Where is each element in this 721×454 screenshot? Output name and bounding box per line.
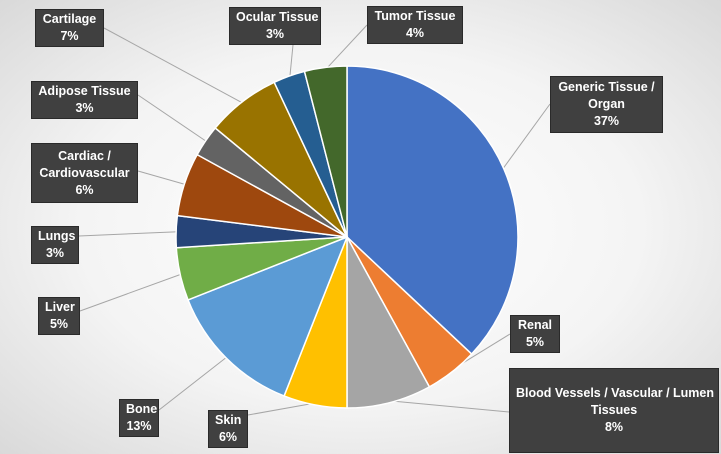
leader-line-skin (247, 402, 316, 416)
data-label-category: Tissues (590, 403, 638, 417)
leader-line-generic-tissue-organ (501, 103, 551, 171)
leader-line-bone (158, 356, 228, 411)
pie-slice-bone (187, 235, 349, 397)
data-label-percent: 4% (405, 26, 425, 40)
data-label-category: Adipose Tissue (38, 84, 131, 98)
data-label-category: Organ (588, 97, 625, 111)
data-label-category: Cartilage (42, 12, 97, 26)
leader-line-liver (79, 273, 183, 312)
data-label-skin: Skin 6% (208, 410, 248, 448)
data-label-generic-tissue-organ: Generic Tissue / Organ 37% (550, 76, 663, 133)
data-label-percent: 6% (218, 430, 238, 444)
data-label-percent: 3% (75, 101, 94, 115)
data-label-lungs: Lungs 3% (31, 226, 79, 264)
leader-line-lungs (78, 231, 179, 237)
data-label-adipose-tissue: Adipose Tissue 3% (31, 81, 138, 119)
data-label-category: Renal (517, 318, 553, 332)
data-label-category: Blood Vessels / Vascular / Lumen (516, 386, 714, 400)
data-label-renal: Renal 5% (510, 315, 560, 353)
pie-slices (175, 65, 519, 409)
leader-line-cardiac-cardiovascular (137, 170, 187, 186)
data-label-category: Cardiovascular (39, 165, 130, 180)
data-label-category: Liver (45, 300, 75, 314)
data-label-percent: 3% (45, 246, 65, 260)
leader-line-adipose-tissue (137, 94, 208, 143)
leader-line-ocular-tissue (289, 44, 294, 79)
data-label-percent: 8% (604, 420, 624, 434)
data-label-percent: 13% (126, 419, 152, 433)
leader-line-cartilage (103, 27, 244, 104)
data-label-category: Generic Tissue / (558, 80, 655, 94)
data-label-liver: Liver 5% (38, 297, 80, 335)
data-label-percent: 3% (265, 27, 285, 41)
data-label-category: Tumor Tissue (374, 9, 456, 23)
data-label-percent: 5% (525, 335, 545, 349)
leader-line-tumor-tissue (325, 24, 368, 70)
data-label-cardiac-cardiovascular: Cardiac / Cardiovascular 6% (31, 143, 138, 203)
data-label-category: Ocular Tissue (236, 10, 319, 24)
leader-line-blood-vessels-vascular-lumen-tissues (388, 400, 510, 413)
pie-slice-generic-tissue-organ (346, 65, 519, 356)
data-label-bone: Bone 13% (119, 399, 159, 437)
data-label-percent: 6% (75, 182, 94, 197)
data-label-category: Bone (126, 402, 158, 416)
data-label-ocular-tissue: Ocular Tissue 3% (229, 7, 321, 45)
data-label-category: Lungs (38, 229, 76, 243)
data-label-tumor-tissue: Tumor Tissue 4% (367, 6, 463, 44)
data-label-percent: 7% (60, 29, 79, 43)
data-label-category: Skin (215, 413, 242, 427)
data-label-blood-vessels-vascular-lumen-tissues: Blood Vessels / Vascular / Lumen Tissues 8… (509, 368, 719, 453)
pie-slice-tumor-tissue (303, 65, 348, 238)
data-label-category: Cardiac / (58, 148, 111, 163)
data-label-percent: 5% (49, 317, 69, 331)
data-label-percent: 37% (593, 114, 620, 128)
data-label-cartilage: Cartilage 7% (35, 9, 104, 47)
